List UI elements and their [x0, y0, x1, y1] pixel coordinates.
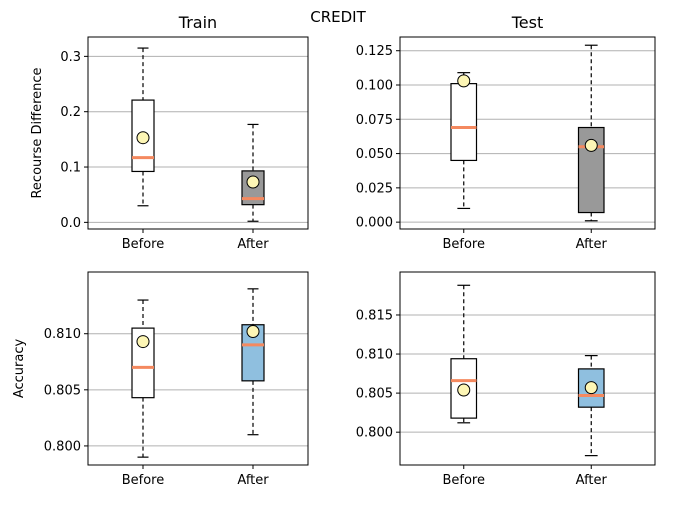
x-tick-label: After	[237, 237, 269, 252]
axes-frame	[399, 271, 656, 466]
y-tick-label: 0.815	[356, 308, 393, 323]
mean-marker	[584, 381, 598, 395]
panel-test-recourse: 0.000 0.025 0.050 0.075 0.100 0.125 Before Afte…	[356, 13, 656, 252]
iqr-box	[241, 324, 265, 382]
y-axis-label: Accuracy	[12, 339, 27, 399]
x-tick-label: After	[576, 473, 608, 488]
y-tick-label: 0.800	[44, 439, 81, 454]
y-tick-label: 0.000	[356, 216, 393, 231]
x-tick-label: Before	[122, 473, 165, 488]
y-tick-label: 0.2	[60, 105, 81, 120]
y-tick-label: 0.800	[356, 426, 393, 441]
y-tick-label: 0.1	[60, 161, 81, 176]
y-tick-label: 0.050	[356, 147, 393, 162]
mean-marker	[246, 175, 260, 189]
box-after	[577, 355, 605, 457]
mean-marker	[136, 335, 150, 349]
y-tick-label: 0.810	[356, 348, 393, 363]
axes-frame	[399, 36, 656, 230]
panel-title: Train	[178, 13, 217, 32]
box-before	[131, 299, 155, 458]
y-tick-label: 0.075	[356, 113, 393, 128]
box-before	[450, 72, 478, 210]
y-tick-label: 0.125	[356, 44, 393, 59]
box-before	[131, 47, 155, 207]
mean-marker	[584, 138, 598, 152]
x-tick-label: After	[237, 473, 269, 488]
panel-train-recourse: 0.0 0.1 0.2 0.3 Before After Train Recourse Dif…	[30, 13, 309, 252]
y-tick-label: 0.3	[60, 50, 81, 65]
y-tick-label: 0.100	[356, 79, 393, 94]
y-tick-label: 0.805	[44, 383, 81, 398]
y-axis-label: Recourse Difference	[30, 67, 45, 198]
panel-train-accuracy: 0.800 0.805 0.810 Before After Accuracy	[12, 271, 309, 488]
y-tick-label: 0.0	[60, 216, 81, 231]
y-tick-label: 0.025	[356, 181, 393, 196]
box-after	[241, 288, 265, 436]
box-after	[241, 123, 265, 222]
mean-marker	[246, 324, 260, 338]
mean-marker	[136, 131, 150, 145]
iqr-box	[450, 83, 478, 162]
figure-title: CREDIT	[310, 8, 366, 26]
x-tick-label: Before	[122, 237, 165, 252]
axes-frame	[87, 36, 309, 230]
box-after	[577, 44, 605, 222]
mean-marker	[457, 383, 471, 397]
mean-marker	[457, 74, 471, 88]
box-before	[450, 284, 478, 424]
y-tick-label: 0.810	[44, 327, 81, 342]
x-tick-label: After	[576, 237, 608, 252]
panel-title: Test	[511, 13, 544, 32]
panel-test-accuracy: 0.800 0.805 0.810 0.815 Before After	[356, 271, 656, 488]
iqr-box	[131, 327, 155, 399]
x-tick-label: Before	[442, 237, 485, 252]
y-tick-label: 0.805	[356, 387, 393, 402]
axes-frame	[87, 271, 309, 466]
x-tick-label: Before	[442, 473, 485, 488]
